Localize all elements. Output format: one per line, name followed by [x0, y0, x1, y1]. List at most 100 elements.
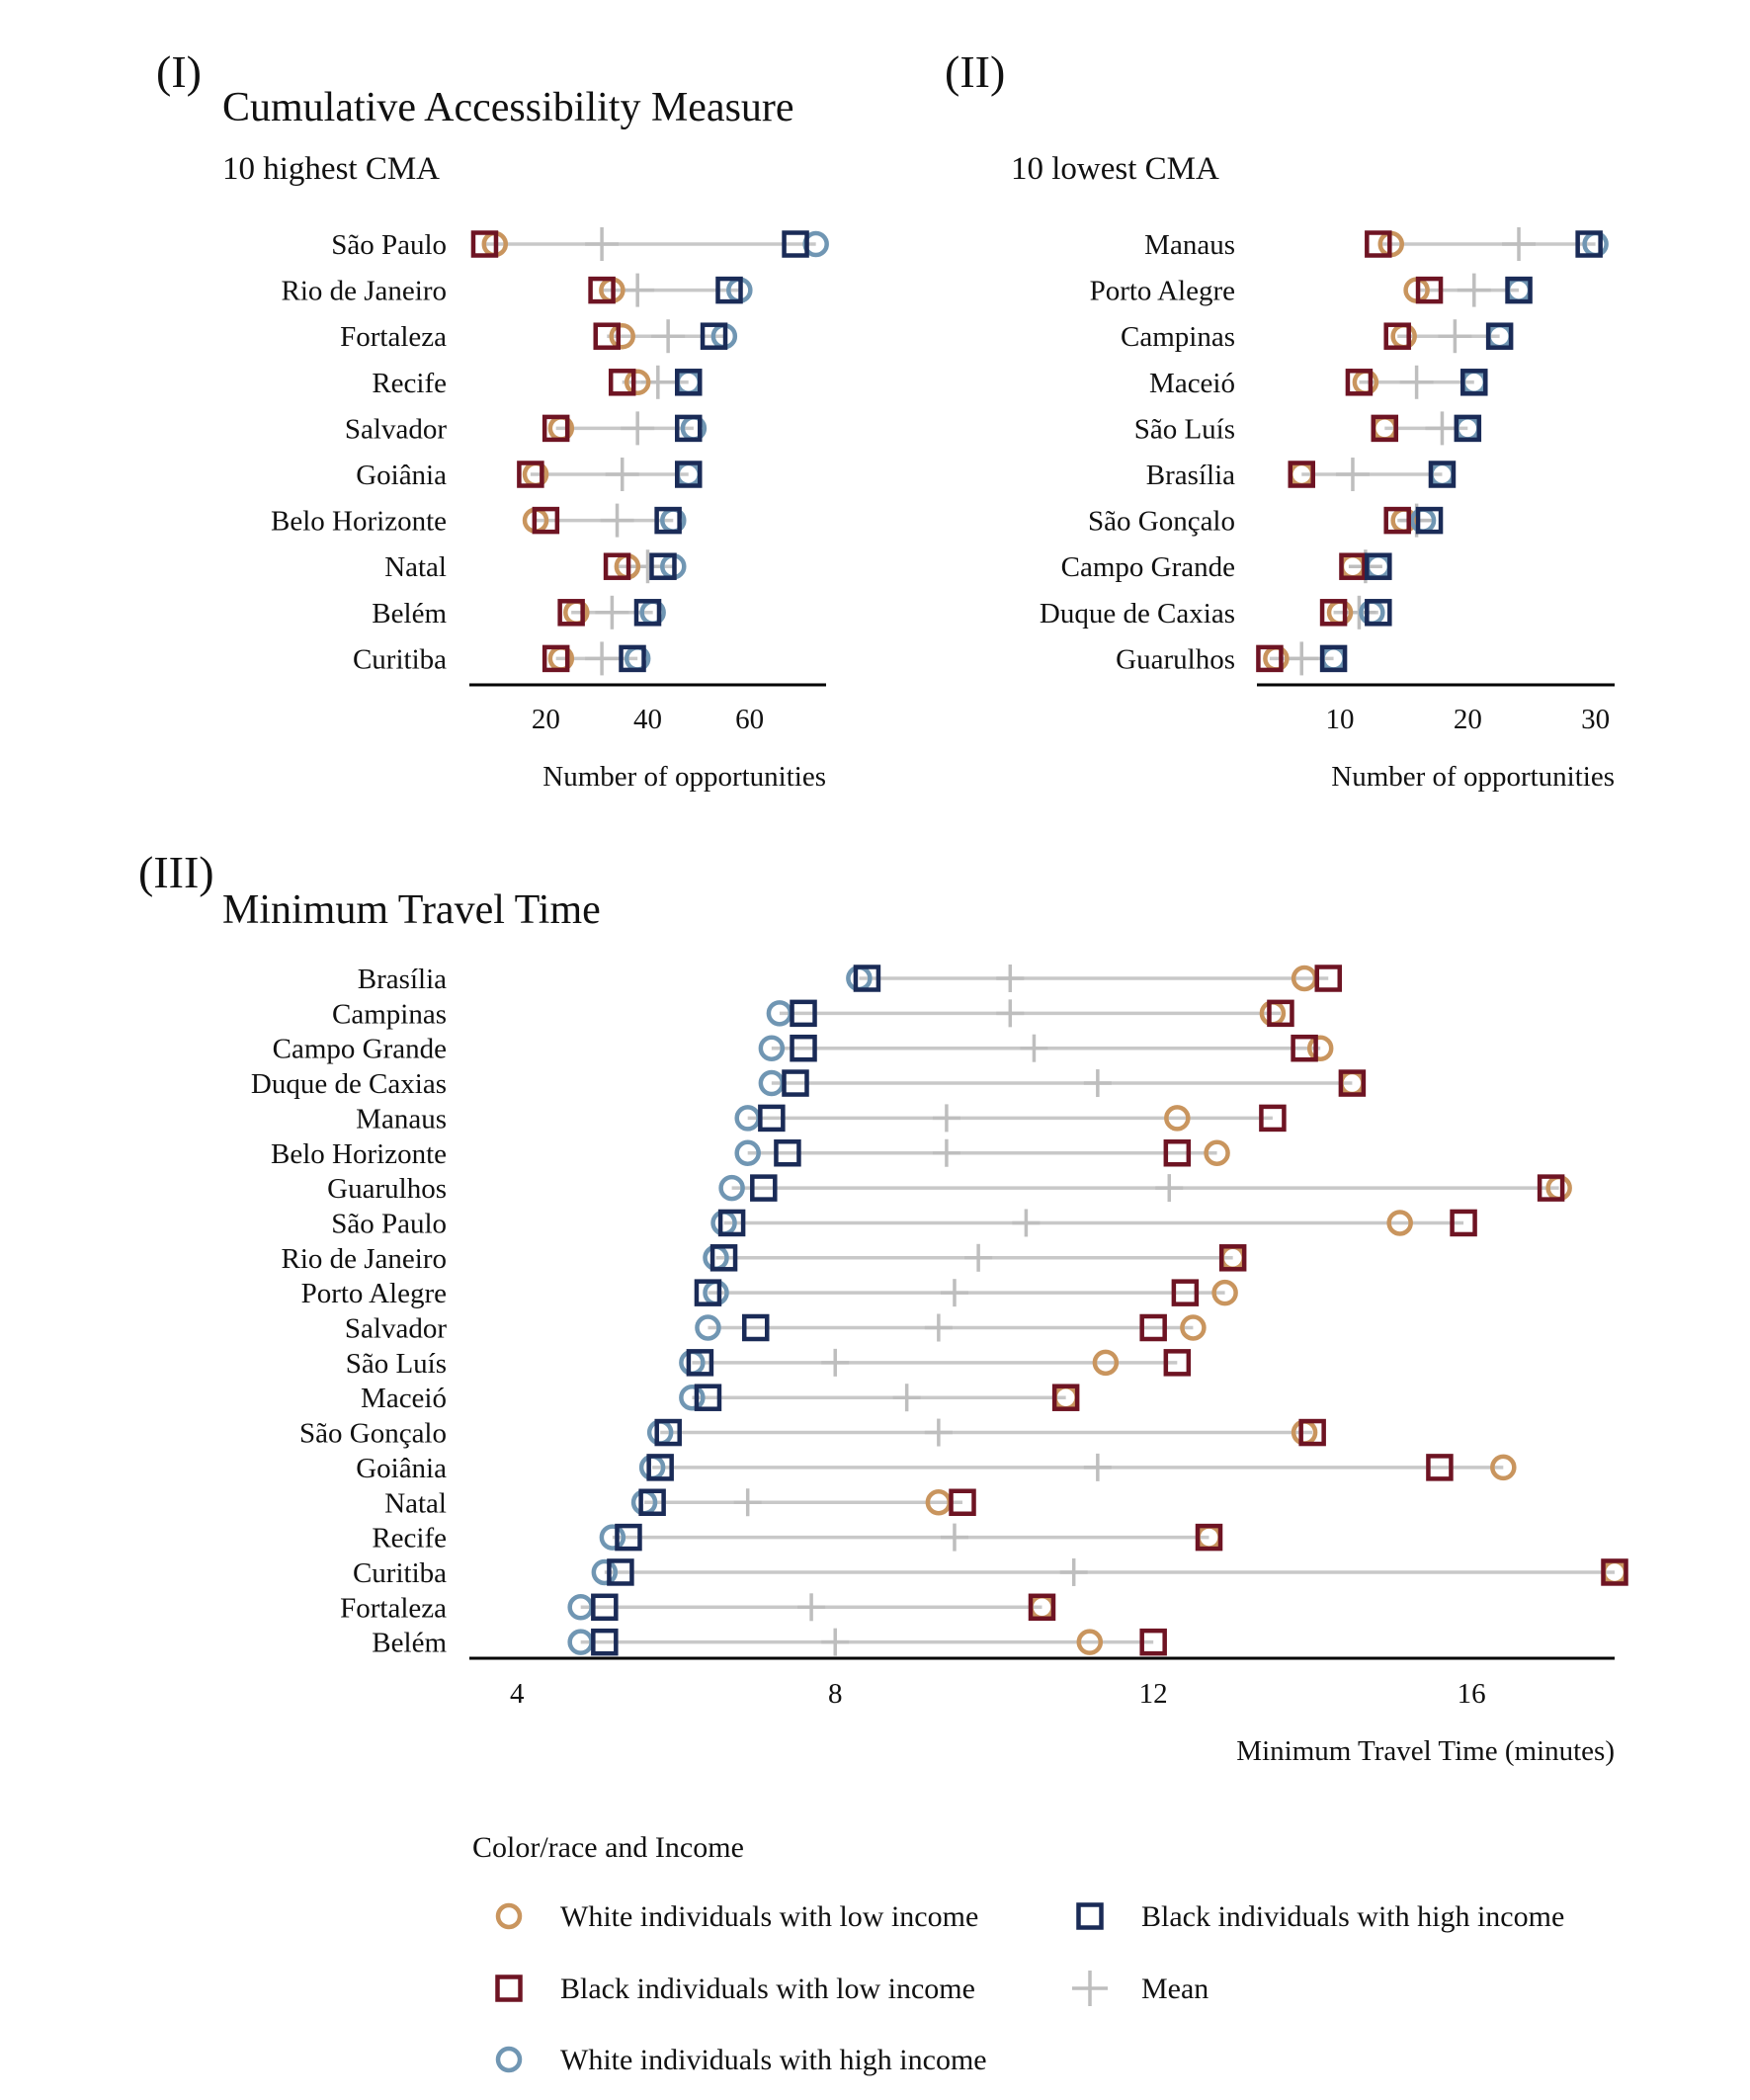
- mean-mark-salvador: [621, 411, 655, 446]
- black-low-income-mark-salvador: [1139, 1313, 1167, 1342]
- black-high-income-mark-rio-de-janeiro: [709, 1244, 738, 1272]
- black-low-income-mark-sao-luis: [1163, 1349, 1192, 1377]
- black-high-income-mark-manaus: [1575, 230, 1603, 258]
- panel-2-subtitle: 10 lowest CMA: [1011, 151, 1219, 187]
- mean-mark-brasilia: [1335, 458, 1370, 491]
- x-tick-label-40: 40: [633, 704, 662, 735]
- category-label-brasilia: Brasília: [1146, 460, 1235, 491]
- category-label-manaus: Manaus: [1144, 229, 1235, 261]
- panel-2-plot: [1256, 227, 1609, 676]
- black-low-income-mark-sao-paulo: [470, 230, 499, 258]
- white-low-income-mark-belem: [1076, 1629, 1104, 1655]
- panel-3-plot: [567, 965, 1628, 1656]
- black-low-income-mark-porto-alegre: [1415, 276, 1444, 304]
- category-label-goiania: Goiânia: [356, 460, 447, 491]
- legend: Color/race and Income White individuals …: [472, 1831, 1564, 2076]
- black-high-income-mark-curitiba: [619, 644, 646, 673]
- mean-mark-rio-de-janeiro: [621, 273, 655, 307]
- black-low-income-mark-goiania: [517, 461, 544, 488]
- category-label-sao-goncalo: São Gonçalo: [1088, 506, 1235, 538]
- legend-item-black-high: Black individuals with high income: [1076, 1900, 1564, 1933]
- black-low-income-mark-rio-de-janeiro: [1218, 1244, 1247, 1272]
- black-high-income-mark-goiania: [675, 461, 703, 488]
- mean-mark-salvador: [924, 1313, 953, 1342]
- black-low-income-mark-sao-goncalo: [1298, 1418, 1326, 1447]
- panel-3-x-axis-title: Minimum Travel Time (minutes): [1236, 1735, 1615, 1767]
- black-high-income-mark-guarulhos: [750, 1174, 778, 1202]
- mean-mark-belem: [595, 595, 629, 630]
- x-tick-label-20: 20: [532, 704, 560, 735]
- white-low-income-mark-porto-alegre: [1211, 1279, 1238, 1306]
- black-high-income-mark-belo-horizonte: [654, 506, 682, 535]
- black-low-income-mark-recife: [1195, 1523, 1223, 1552]
- white-high-income-mark-salvador: [695, 1314, 721, 1341]
- black-high-income-mark-goiania: [646, 1454, 674, 1481]
- black-high-income-mark-salvador: [742, 1313, 770, 1342]
- black-low-income-mark-salvador: [542, 414, 570, 443]
- mean-mark-duque-de-caxias: [1083, 1069, 1112, 1098]
- black-low-income-mark-manaus: [1365, 230, 1392, 258]
- black-low-income-mark-curitiba: [542, 644, 570, 673]
- category-label-sao-goncalo: São Gonçalo: [299, 1418, 447, 1450]
- black-low-income-mark-belo-horizonte: [1163, 1139, 1192, 1167]
- category-label-belo-horizonte: Belo Horizonte: [271, 506, 447, 538]
- black-low-income-mark-guarulhos: [1537, 1174, 1565, 1202]
- panel-label-1: (I): [156, 46, 202, 97]
- legend-item-mean: Mean: [1072, 1971, 1208, 2006]
- mean-mark-curitiba: [585, 641, 620, 676]
- category-label-sao-paulo: São Paulo: [331, 229, 447, 261]
- black-low-income-mark-porto-alegre: [1171, 1279, 1200, 1306]
- legend-item-white-high-circle-symbol: [495, 2046, 523, 2073]
- black-high-income-mark-porto-alegre: [1505, 276, 1533, 304]
- category-label-porto-alegre: Porto Alegre: [301, 1278, 447, 1309]
- x-tick-label-10: 10: [1326, 704, 1355, 735]
- category-label-curitiba: Curitiba: [353, 643, 447, 675]
- mean-mark-brasilia: [996, 965, 1025, 992]
- mean-mark-goiania: [1083, 1453, 1112, 1481]
- category-label-natal: Natal: [384, 1487, 447, 1519]
- mean-mark-belo-horizonte: [600, 503, 634, 538]
- black-high-income-mark-recife: [675, 369, 703, 396]
- black-low-income-mark-campinas: [1267, 999, 1294, 1028]
- white-low-income-mark-sao-paulo: [1386, 1210, 1413, 1236]
- legend-item-black-high-square-symbol: [1076, 1902, 1104, 1930]
- black-low-income-mark-maceio: [1051, 1384, 1080, 1411]
- legend-item-black-low-square-symbol: [495, 1974, 523, 2002]
- category-label-guarulhos: Guarulhos: [327, 1173, 447, 1205]
- white-low-income-mark-goiania: [1490, 1454, 1517, 1481]
- category-label-belo-horizonte: Belo Horizonte: [271, 1138, 447, 1170]
- black-high-income-mark-sao-paulo: [717, 1209, 746, 1237]
- white-low-income-mark-salvador: [1180, 1314, 1207, 1341]
- black-high-income-mark-brasilia: [853, 965, 881, 992]
- category-label-maceio: Maceió: [1149, 368, 1235, 399]
- black-low-income-mark-belem: [1139, 1628, 1167, 1656]
- mean-mark-campinas: [996, 999, 1025, 1028]
- black-low-income-mark-sao-goncalo: [1383, 506, 1411, 535]
- category-label-campo-grande: Campo Grande: [1061, 551, 1235, 583]
- panel-1-plot: [470, 227, 829, 676]
- white-low-income-mark-campo-grande: [1306, 1035, 1334, 1061]
- panel-2-category-labels: Manaus Porto Alegre Campinas Maceió São Luís…: [1040, 229, 1235, 675]
- x-tick-label-4: 4: [510, 1678, 525, 1710]
- black-low-income-mark-brasilia: [1314, 965, 1342, 992]
- mean-mark-campinas: [1438, 319, 1472, 354]
- category-label-duque-de-caxias: Duque de Caxias: [251, 1068, 447, 1100]
- mean-mark-manaus: [1502, 227, 1537, 261]
- black-high-income-mark-belo-horizonte: [774, 1139, 801, 1167]
- white-low-income-mark-recife: [624, 369, 651, 396]
- category-label-belem: Belém: [372, 598, 447, 630]
- category-label-porto-alegre: Porto Alegre: [1090, 276, 1235, 307]
- black-high-income-mark-sao-luis: [686, 1349, 714, 1377]
- white-high-income-mark-campo-grande: [758, 1035, 786, 1061]
- mean-mark-maceio: [1399, 365, 1434, 399]
- black-high-income-mark-sao-goncalo: [1415, 506, 1444, 535]
- panel-1-title: Cumulative Accessibility Measure: [222, 85, 794, 130]
- mean-mark-sao-luis: [1425, 411, 1459, 446]
- mean-mark-belem: [821, 1628, 850, 1656]
- x-tick-label-20: 20: [1454, 704, 1482, 735]
- black-low-income-mark-campo-grande: [1339, 552, 1367, 580]
- black-low-income-mark-natal: [949, 1488, 976, 1516]
- legend-item-black-low: Black individuals with low income: [495, 1973, 975, 2005]
- legend-title: Color/race and Income: [472, 1831, 744, 1864]
